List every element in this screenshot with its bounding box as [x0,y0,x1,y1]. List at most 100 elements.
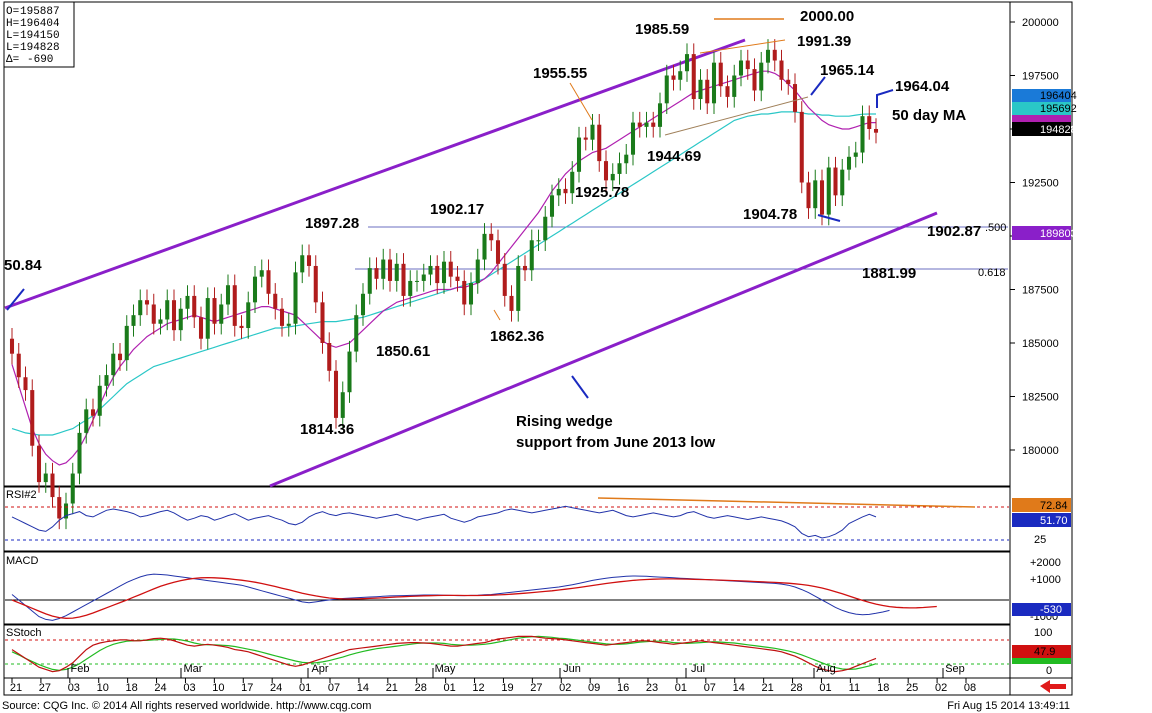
candle-body [786,79,791,85]
candle [664,64,669,115]
candle [637,111,642,138]
candle-body [232,285,237,326]
candle-body [671,75,676,80]
candle [286,313,291,337]
candle [792,73,798,123]
candle-body [111,353,116,376]
candle [225,274,231,316]
footer-source: Source: CQG Inc. © 2014 All rights reser… [2,700,371,712]
candle-body [30,390,35,446]
date-tick-label: 12 [472,682,484,694]
candle [171,289,177,341]
rsi-orange-trend [597,497,976,508]
price-tick-label: 197500 [1022,71,1059,83]
month-label: Aug [816,663,836,675]
candle [543,206,548,251]
scroll-left-arrow-icon[interactable] [1040,680,1066,693]
candle [516,255,521,322]
date-tick-label: 10 [212,682,224,694]
macd-signal-line [11,576,937,619]
candle-body [124,325,129,361]
candle [718,51,723,97]
candle [657,92,663,138]
date-tick-label: 07 [328,682,340,694]
price-tick-label: 192500 [1022,178,1059,190]
candle [57,486,62,530]
candle [509,285,514,322]
date-tick-label: 24 [270,682,282,694]
date-tick-label: 02 [559,682,571,694]
candle [387,248,393,292]
macd-tick-2000: +2000 [1030,557,1061,569]
candle-body [252,276,258,303]
candle-body [313,265,318,303]
rsi-badge-upper-rect [1012,498,1071,512]
candle-body [718,62,723,87]
stoch-badge-k-rect [1012,645,1071,658]
annotation-1965-14: 1965.14 [820,62,875,79]
candle-body [637,122,642,127]
annotation-1897-28: 1897.28 [305,215,359,232]
badge-fib-rect [1012,226,1071,240]
candle [873,118,879,144]
price-tick-label: 187500 [1022,285,1059,297]
blue-1964-pointer [876,89,894,108]
ohlc-open-label: O= [6,6,19,18]
candle [738,49,744,87]
candle [273,283,278,320]
candle-body [239,325,244,329]
candle-body [549,195,555,217]
candle-body [745,60,750,70]
candle [705,69,710,115]
candle [563,178,568,204]
date-tick-label: 09 [588,682,600,694]
candle-body [23,377,28,391]
candle [421,263,426,292]
candle-body [495,240,501,264]
blue-1965-pointer [810,76,826,96]
ohlc-open-value: 195887 [20,6,60,18]
candle [462,270,467,316]
candle-body [97,385,102,416]
candle [752,58,757,102]
candle [840,158,845,207]
candle [333,360,339,429]
blue-wedge-pointer [571,375,589,399]
channel-upper-line [4,38,746,310]
annotation-1925-78: 1925.78 [575,184,629,201]
candle-body [502,263,507,296]
candle [597,114,602,172]
candle-body [84,409,89,433]
candle [279,298,285,337]
candle [306,244,312,277]
price-panel [3,1,1011,487]
date-tick-label: 18 [877,682,889,694]
candle-body [394,263,399,281]
candle [43,462,48,493]
candle-body [414,280,420,282]
blue-left-pointer [6,288,25,311]
candle-body [705,79,710,104]
candle [131,304,136,337]
candle-body [354,315,359,352]
orange-wedge-lower-line [664,96,809,136]
date-tick-label: 21 [386,682,398,694]
candle-body [813,180,818,209]
candle-body [171,300,177,331]
month-label: Mar [184,663,203,675]
candle [30,379,35,457]
annotation-wedge-support: support from June 2013 low [516,434,716,451]
candle [97,375,102,427]
footer-timestamp: Fri Aug 15 2014 13:49:11 [947,700,1070,712]
candle-body [664,75,669,104]
candle-body [421,274,426,281]
candle [219,293,224,335]
candle-body [725,86,730,97]
candle [205,287,210,350]
candle-body [293,272,298,324]
date-tick-label: 01 [675,682,687,694]
rsi-line [11,505,877,539]
candle-body [759,62,764,91]
candle-body [711,62,717,104]
candle-body [340,392,345,418]
